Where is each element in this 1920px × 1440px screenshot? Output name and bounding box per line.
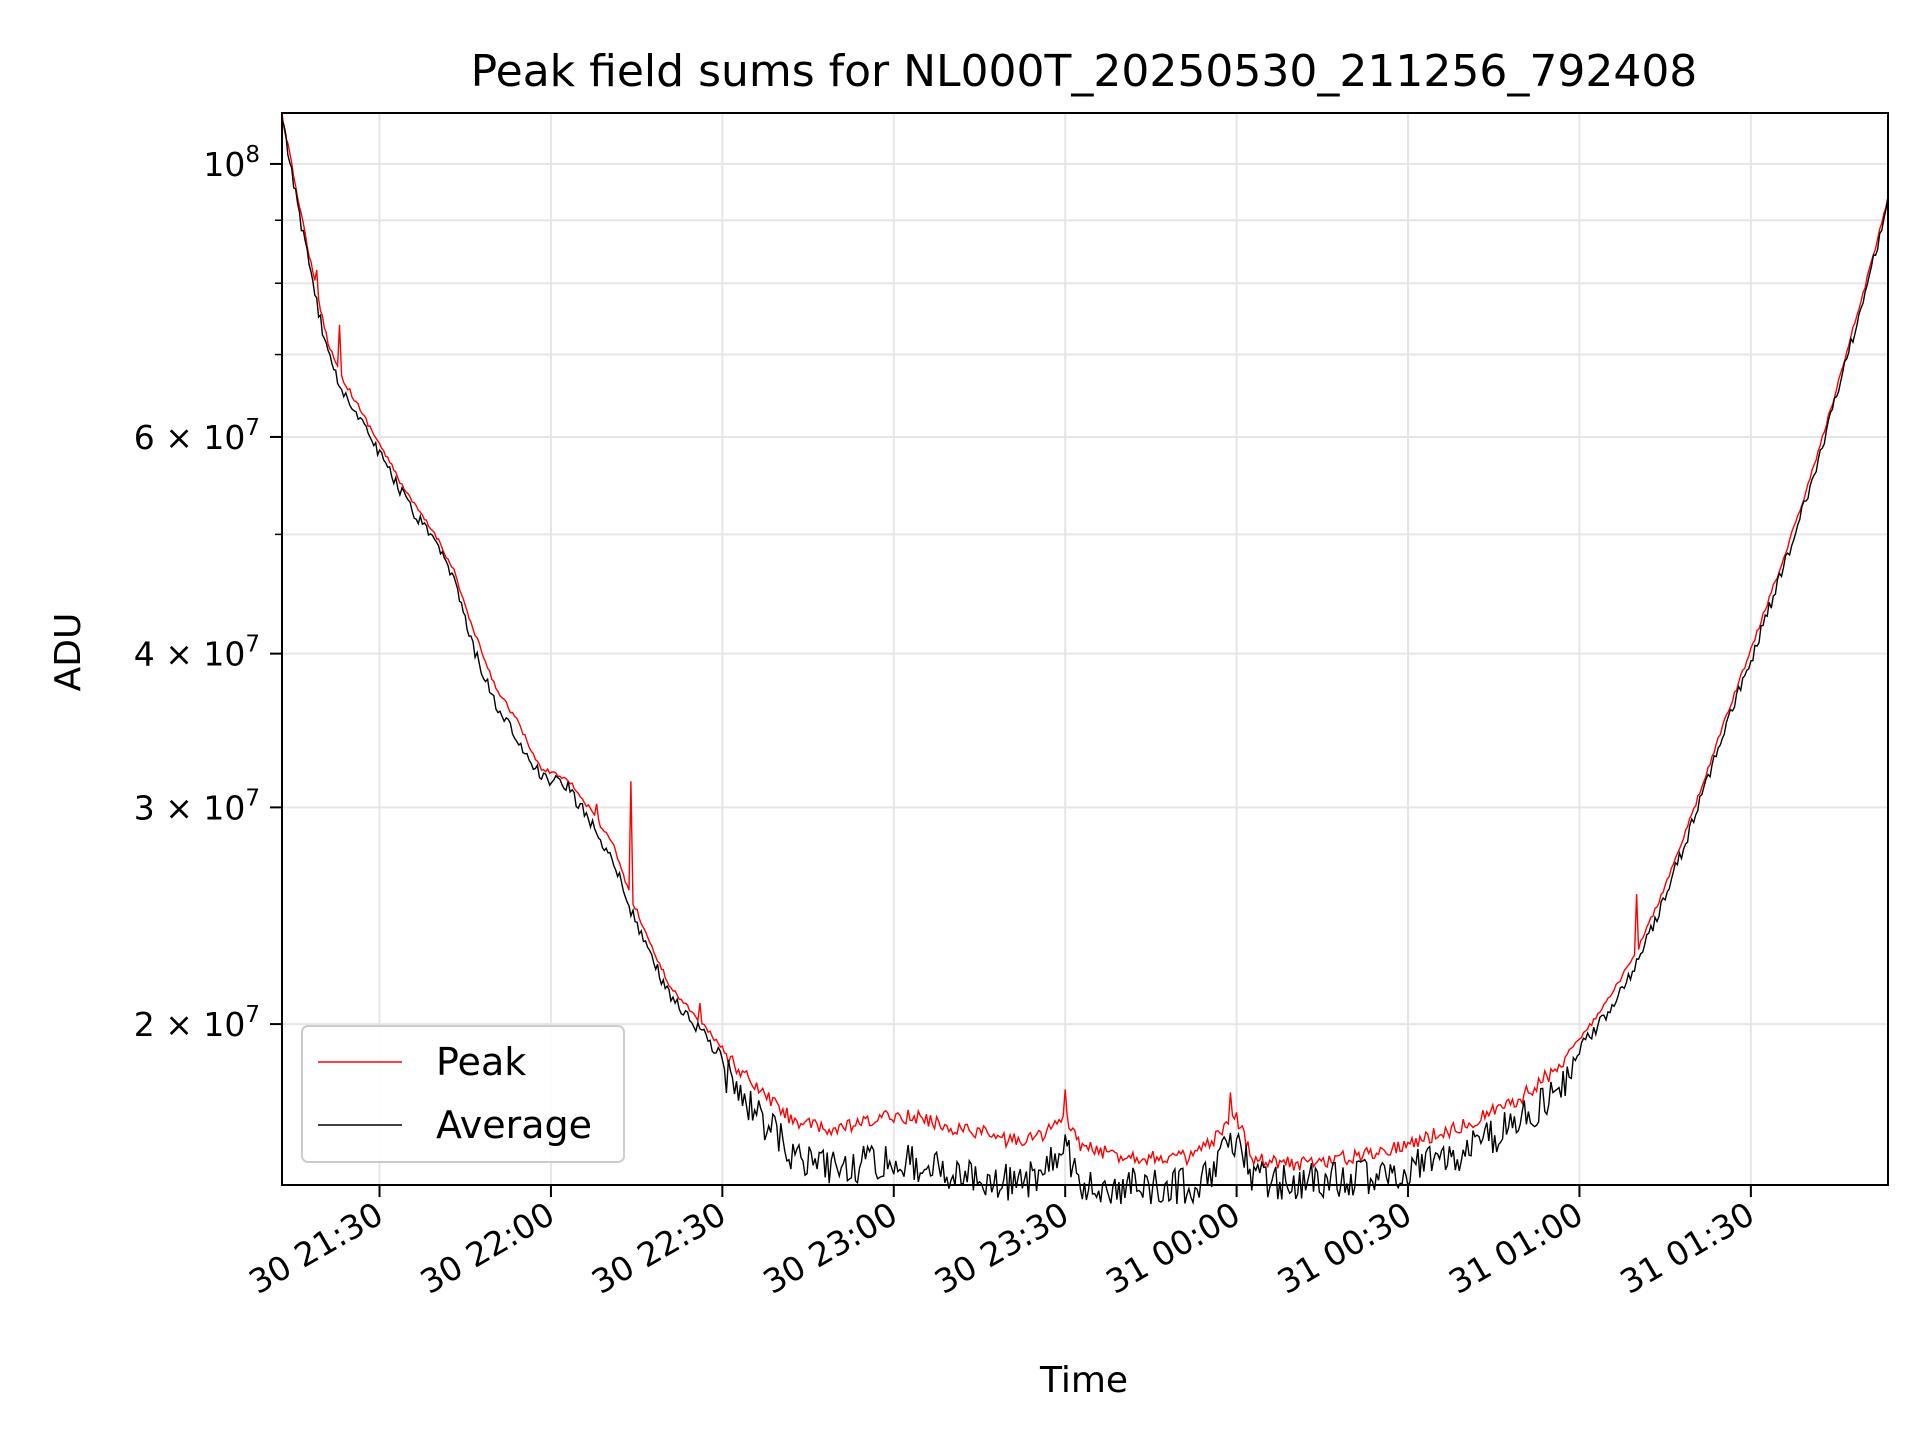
y-tick-label: 2 × 107	[134, 1002, 260, 1044]
plot-frame	[281, 112, 1889, 1186]
y-tick-label: 6 × 107	[134, 415, 260, 457]
y-tick-label: 108	[203, 142, 260, 184]
x-axis-label: Time	[1039, 1360, 1128, 1401]
series-layer	[281, 113, 1889, 1206]
chart-title: Peak field sums for NL000T_20250530_2112…	[471, 46, 1698, 97]
y-tick-label: 4 × 107	[134, 632, 260, 674]
legend-peak-label: Peak	[436, 1040, 526, 1084]
y-axis-label: ADU	[48, 613, 89, 692]
legend-average-label: Average	[436, 1103, 592, 1147]
legend-box	[301, 1025, 625, 1163]
peak-series-line	[281, 113, 1889, 1171]
y-tick-label: 3 × 107	[134, 785, 260, 827]
average-series-line	[281, 119, 1889, 1206]
grid	[282, 113, 1888, 1185]
legend: Peak Average	[301, 1025, 625, 1163]
y-axis-ticks: 2 × 107 3 × 107 4 × 107 6 × 107 108	[134, 142, 282, 1044]
